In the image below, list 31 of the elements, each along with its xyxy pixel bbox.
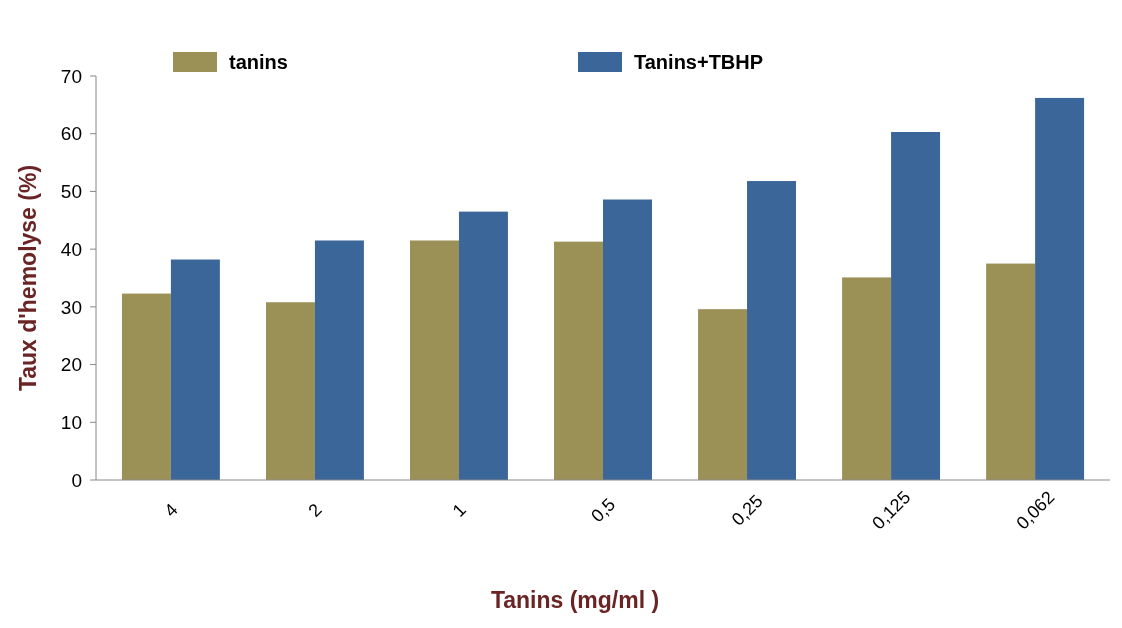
x-tick-label: 1 — [448, 499, 470, 521]
bar — [1035, 97, 1085, 480]
bar — [314, 240, 364, 480]
bar — [121, 293, 171, 480]
y-tick-label: 50 — [60, 181, 82, 203]
bar — [842, 277, 892, 480]
legend-label: Tanins+TBHP — [634, 51, 764, 73]
y-tick-label: 20 — [60, 354, 82, 376]
x-axis-title: Tanins (mg/ml ) — [490, 587, 660, 613]
bar — [747, 181, 797, 480]
y-tick-label: 0 — [71, 469, 82, 491]
bar — [265, 302, 315, 480]
y-tick-label: 60 — [60, 123, 82, 145]
bar — [554, 241, 603, 480]
y-axis-title: Taux d'hemolyse (%) — [15, 164, 41, 392]
bar — [891, 131, 941, 480]
y-tick-label: 40 — [60, 238, 82, 260]
bar — [698, 309, 748, 480]
x-tick-label: 0,5 — [587, 494, 620, 527]
bar — [986, 263, 1036, 480]
bar — [603, 199, 652, 480]
x-tick-label: 0,25 — [727, 490, 767, 530]
bar — [170, 259, 220, 480]
y-tick-label: 10 — [60, 411, 82, 433]
y-tick-label: 70 — [60, 65, 82, 87]
x-tick-label: 2 — [304, 499, 326, 521]
bar — [409, 240, 459, 480]
x-tick-label: 4 — [160, 499, 182, 521]
y-tick-label: 30 — [60, 296, 82, 318]
legend-label: tanins — [229, 51, 288, 73]
bar — [458, 211, 508, 480]
